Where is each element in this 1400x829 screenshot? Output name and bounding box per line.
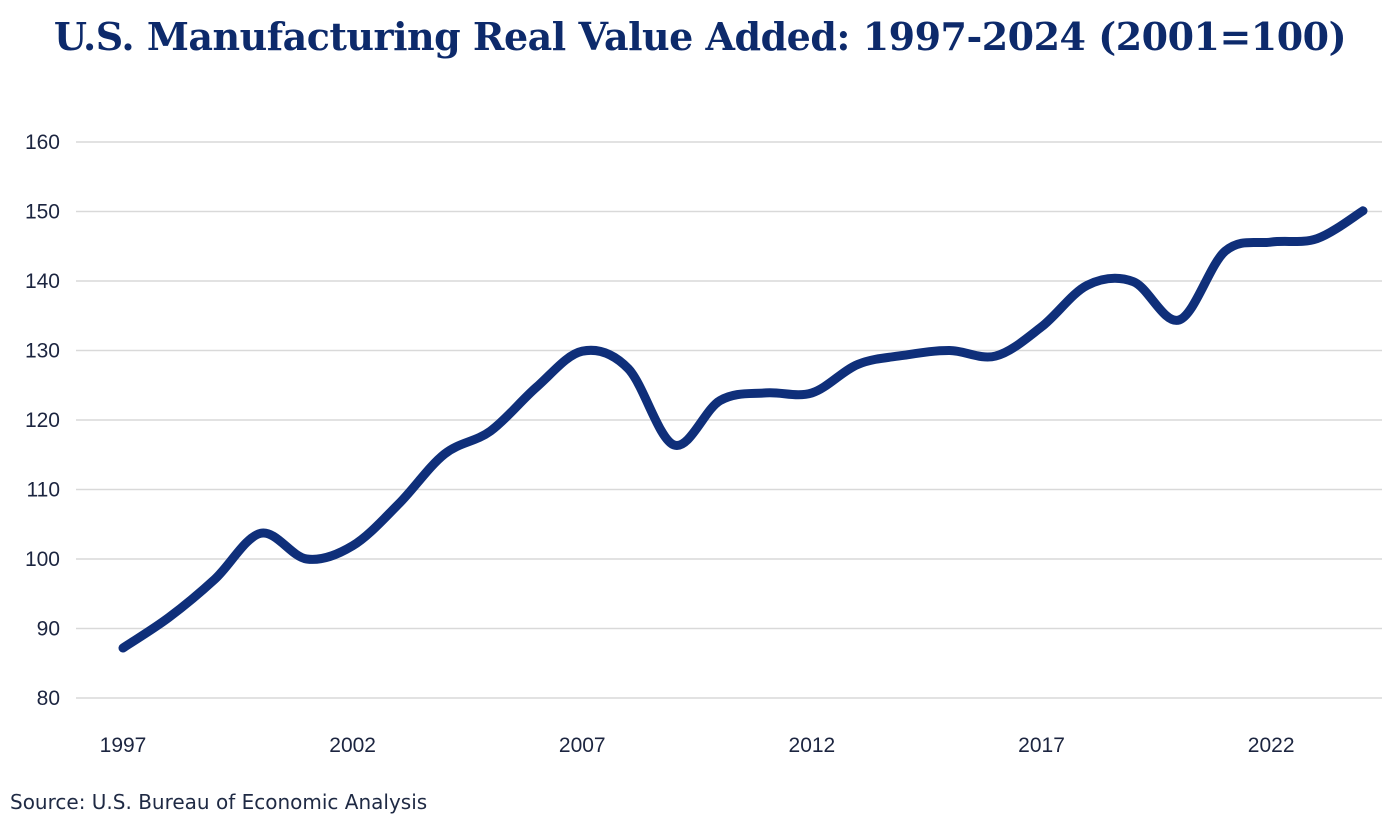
y-tick-label-110: 110	[27, 479, 60, 502]
x-tick-label-2017: 2017	[1018, 734, 1065, 757]
x-tick-label-2002: 2002	[329, 734, 376, 757]
x-axis-ticks: 1997 2002 2007 2012 2017 2022	[100, 734, 1295, 757]
y-tick-label-80: 80	[37, 687, 60, 710]
y-tick-label-100: 100	[25, 548, 60, 571]
x-tick-label-1997: 1997	[100, 734, 147, 757]
gridlines	[76, 141, 1382, 699]
y-tick-label-120: 120	[25, 409, 60, 432]
y-tick-label-90: 90	[37, 618, 60, 641]
y-tick-label-150: 150	[25, 201, 60, 224]
series-layer	[118, 206, 1368, 653]
chart-title: U.S. Manufacturing Real Value Added: 199…	[53, 14, 1347, 59]
y-tick-label-130: 130	[25, 340, 60, 363]
x-tick-label-2022: 2022	[1248, 734, 1295, 757]
x-tick-label-2007: 2007	[559, 734, 606, 757]
y-tick-label-160: 160	[25, 131, 60, 154]
series-line	[118, 206, 1368, 653]
y-axis-ticks: 80 90 100 110 120 130 140 150 160	[25, 131, 60, 710]
source-note: Source: U.S. Bureau of Economic Analysis	[10, 790, 428, 814]
x-tick-label-2012: 2012	[789, 734, 836, 757]
y-tick-label-140: 140	[25, 270, 60, 293]
